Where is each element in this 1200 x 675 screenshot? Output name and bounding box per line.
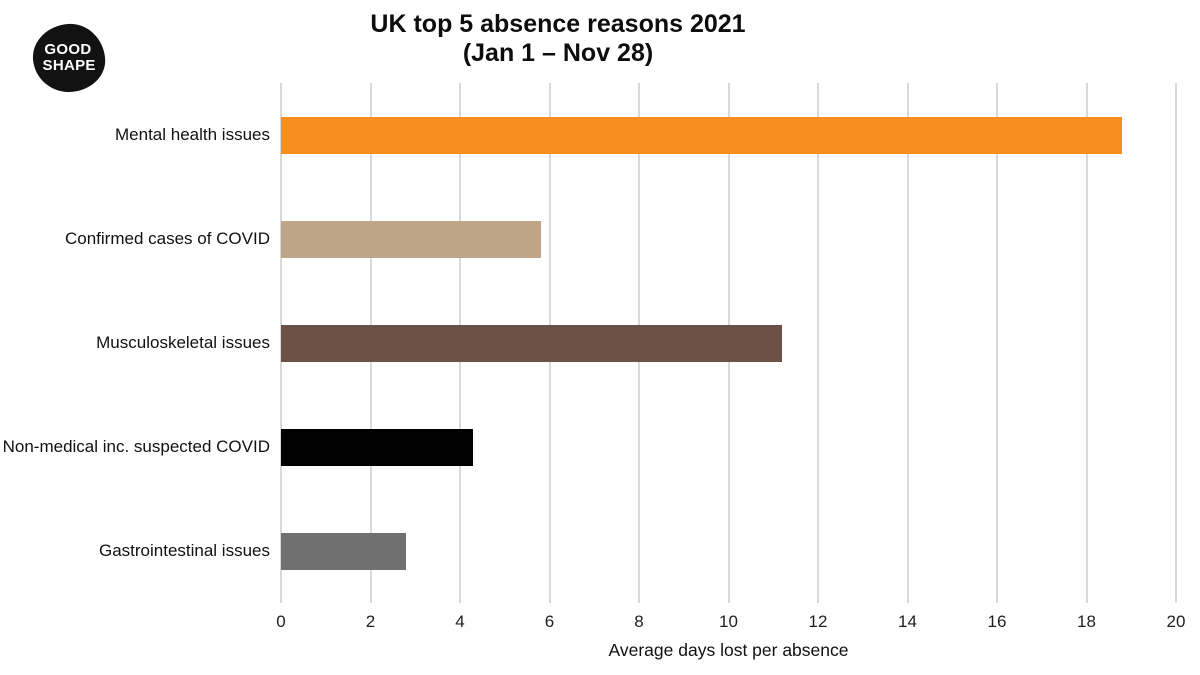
x-tick-label: 10: [719, 612, 738, 631]
x-tick-label: 4: [455, 612, 465, 631]
x-tick-label: 0: [276, 612, 286, 631]
x-tick-label: 14: [898, 612, 917, 631]
gridline: [817, 83, 819, 603]
goodshape-logo-line1: GOOD: [44, 41, 92, 59]
bar-mental-health-issues: [281, 116, 1123, 154]
x-tick-label: 8: [634, 612, 644, 631]
category-label: Musculoskeletal issues: [96, 333, 270, 352]
bar-gastrointestinal-issues: [281, 532, 407, 570]
plot-area: [280, 83, 1177, 603]
gridline: [996, 83, 998, 603]
x-tick-label: 6: [544, 612, 555, 631]
category-label: Gastrointestinal issues: [98, 541, 270, 560]
bar-musculoskeletal-issues: [281, 324, 783, 362]
category-label: Non-medical inc. suspected COVID: [2, 437, 270, 456]
bar-confirmed-cases-of-covid: [281, 220, 541, 258]
category-label: Mental health issues: [115, 125, 270, 144]
x-tick-label: 20: [1166, 612, 1186, 631]
gridline: [1085, 83, 1088, 603]
x-tick-label: 16: [987, 612, 1007, 631]
goodshape-logo: GOOD SHAPE: [30, 21, 108, 95]
category-label: Confirmed cases of COVID: [64, 229, 270, 248]
chart-title-line2: (Jan 1 – Nov 28): [462, 38, 654, 67]
bar-non-medical-inc-suspected-covid: [281, 428, 474, 466]
x-tick-label: 12: [808, 612, 828, 631]
gridline: [1175, 83, 1177, 603]
gridline: [906, 83, 909, 603]
x-tick-label: 18: [1077, 612, 1096, 631]
chart-title-line1: UK top 5 absence reasons 2021: [370, 10, 746, 38]
goodshape-logo-line2: SHAPE: [42, 56, 97, 74]
x-axis-ticks: 0 2 4 6 8 10 12 14 16 18 20: [276, 612, 1185, 634]
chart-title: UK top 5 absence reasons 2021 (Jan 1 – N…: [370, 10, 745, 67]
x-tick-label: 2: [365, 612, 376, 631]
x-axis-label: Average days lost per absence: [608, 640, 849, 660]
